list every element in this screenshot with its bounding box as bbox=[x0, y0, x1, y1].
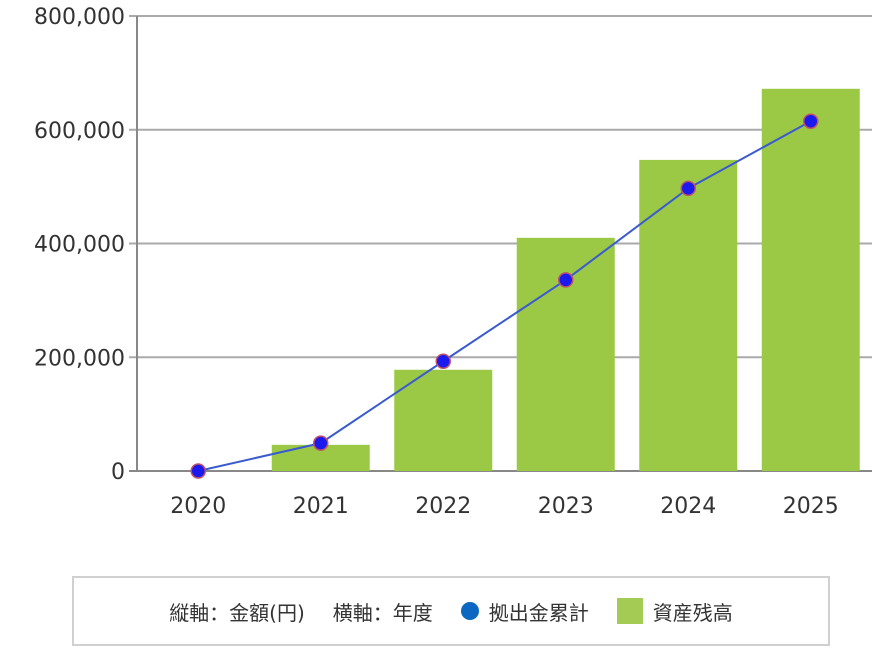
line-point-2021 bbox=[313, 435, 329, 451]
line-series bbox=[198, 120, 812, 472]
y-tick-label: 400,000 bbox=[34, 233, 125, 258]
legend: 縦軸：金額(円) 横軸：年度 拠出金累計 資産残高 bbox=[72, 576, 830, 646]
bar-2024 bbox=[639, 159, 738, 472]
legend-bar-swatch-icon bbox=[616, 598, 643, 624]
line-point-2023 bbox=[558, 272, 574, 288]
legend-line-marker-icon bbox=[460, 602, 479, 620]
line-point-2024 bbox=[680, 180, 696, 197]
x-tick-label: 2024 bbox=[660, 494, 716, 519]
x-tick-label: 2025 bbox=[783, 494, 839, 519]
y-tick-label: 600,000 bbox=[34, 119, 125, 144]
line-point-2025 bbox=[803, 113, 819, 129]
x-tick-label: 2021 bbox=[293, 494, 349, 519]
line-point-2022 bbox=[435, 353, 451, 369]
legend-line-label: 拠出金累計 bbox=[488, 600, 589, 625]
x-tick-label: 2020 bbox=[170, 494, 226, 519]
bar-2022 bbox=[394, 369, 493, 471]
y-tick-label: 800,000 bbox=[34, 5, 125, 30]
x-tick-label: 2023 bbox=[538, 494, 594, 519]
legend-y-axis-note: 縦軸：金額(円) bbox=[169, 600, 305, 625]
legend-x-axis-note: 横軸：年度 bbox=[332, 600, 433, 625]
y-tick-label: 200,000 bbox=[34, 346, 125, 371]
x-tick-label: 2022 bbox=[415, 494, 471, 519]
legend-bar-label: 資産残高 bbox=[652, 600, 733, 625]
combo-chart: 0 200,000 400,000 600,000 800,000 2020 2021 202… bbox=[34, 5, 872, 519]
bar-2025 bbox=[761, 88, 860, 472]
y-tick-label: 0 bbox=[111, 460, 125, 485]
line-point-2020 bbox=[190, 463, 206, 479]
